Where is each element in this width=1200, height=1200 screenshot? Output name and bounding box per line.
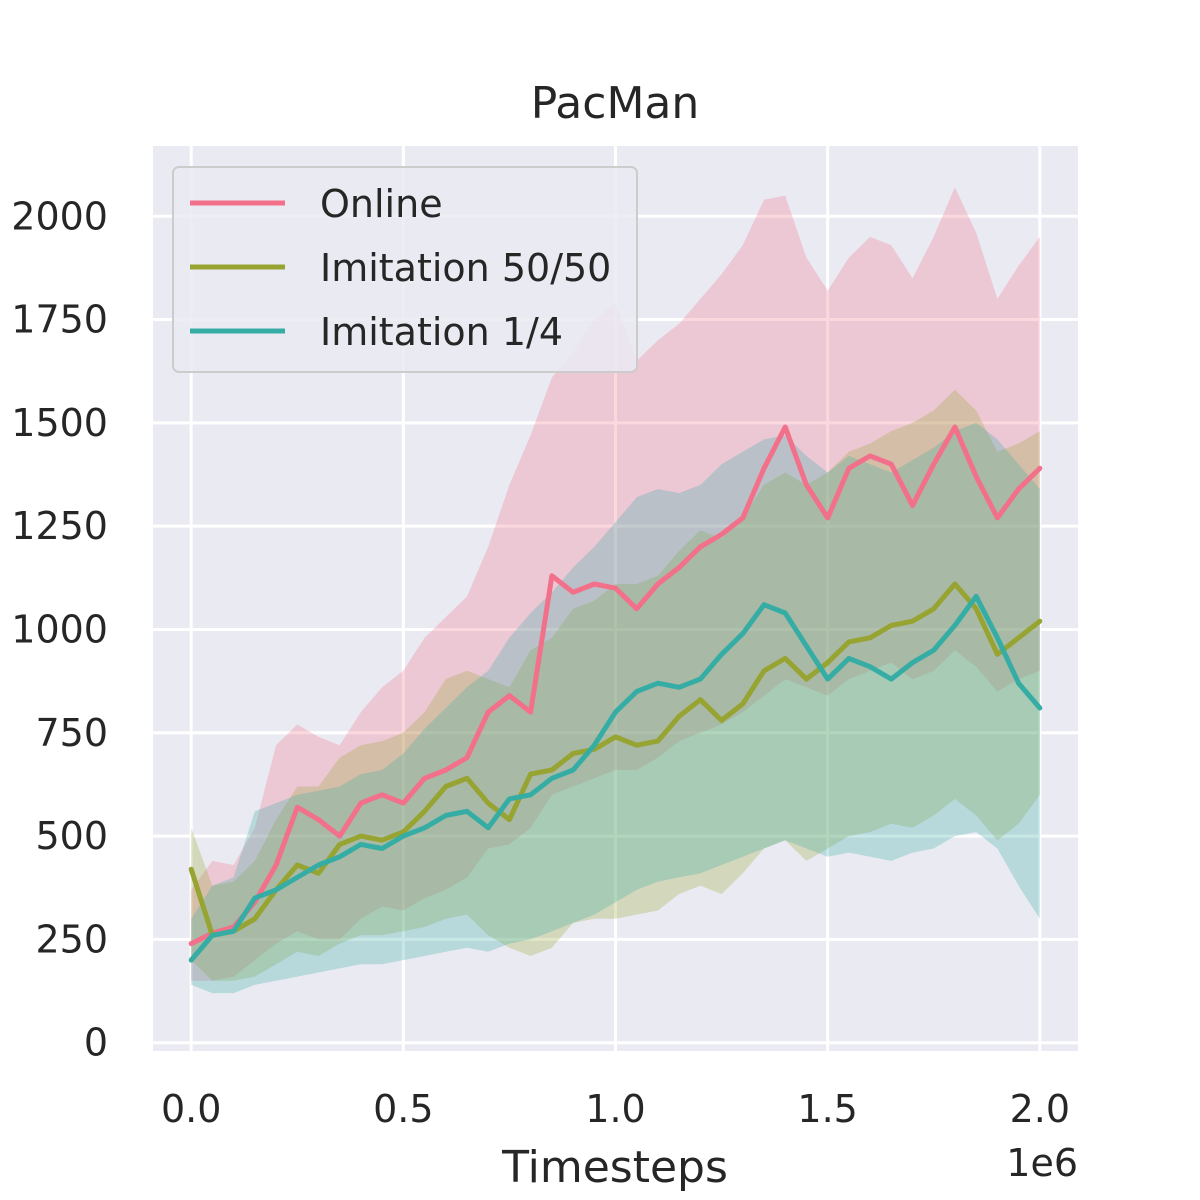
y-tick-label: 750 bbox=[35, 711, 108, 755]
line-imitation-1-4 bbox=[188, 593, 1043, 963]
y-tick-label: 250 bbox=[35, 917, 108, 961]
x-tick-labels: 0.0 0.5 1.0 1.5 2.0 bbox=[161, 1087, 1070, 1131]
x-axis-offset-label: 1e6 bbox=[1006, 1141, 1078, 1185]
x-tick-label: 1.0 bbox=[585, 1087, 645, 1131]
x-tick-label: 1.5 bbox=[797, 1087, 857, 1131]
legend: Online Imitation 50/50 Imitation 1/4 bbox=[172, 166, 638, 373]
line-imitation-50-50 bbox=[188, 581, 1043, 938]
chart-title: PacMan bbox=[531, 78, 700, 129]
x-tick-label: 2.0 bbox=[1010, 1087, 1070, 1131]
x-tick-label: 0.5 bbox=[373, 1087, 433, 1131]
series-lines bbox=[188, 424, 1043, 963]
y-tick-label: 1000 bbox=[11, 607, 108, 651]
band-online bbox=[191, 187, 1040, 981]
y-tick-label: 1750 bbox=[11, 298, 108, 342]
y-tick-label: 500 bbox=[35, 814, 108, 858]
legend-box bbox=[172, 166, 638, 373]
legend-label: Imitation 1/4 bbox=[320, 310, 563, 354]
y-tick-label: 1250 bbox=[11, 504, 108, 548]
x-axis-label: Timesteps bbox=[501, 1142, 728, 1193]
legend-label: Imitation 50/50 bbox=[320, 246, 611, 290]
y-tick-label: 2000 bbox=[11, 194, 108, 238]
x-tick-label: 0.0 bbox=[161, 1087, 221, 1131]
y-tick-label: 1500 bbox=[11, 401, 108, 445]
y-tick-label: 0 bbox=[84, 1021, 108, 1065]
legend-label: Online bbox=[320, 182, 443, 226]
y-tick-labels: 0 250 500 750 1000 1250 1500 1750 2000 bbox=[11, 194, 108, 1064]
line-online bbox=[188, 424, 1043, 947]
band-imitation-1-4 bbox=[191, 422, 1040, 994]
